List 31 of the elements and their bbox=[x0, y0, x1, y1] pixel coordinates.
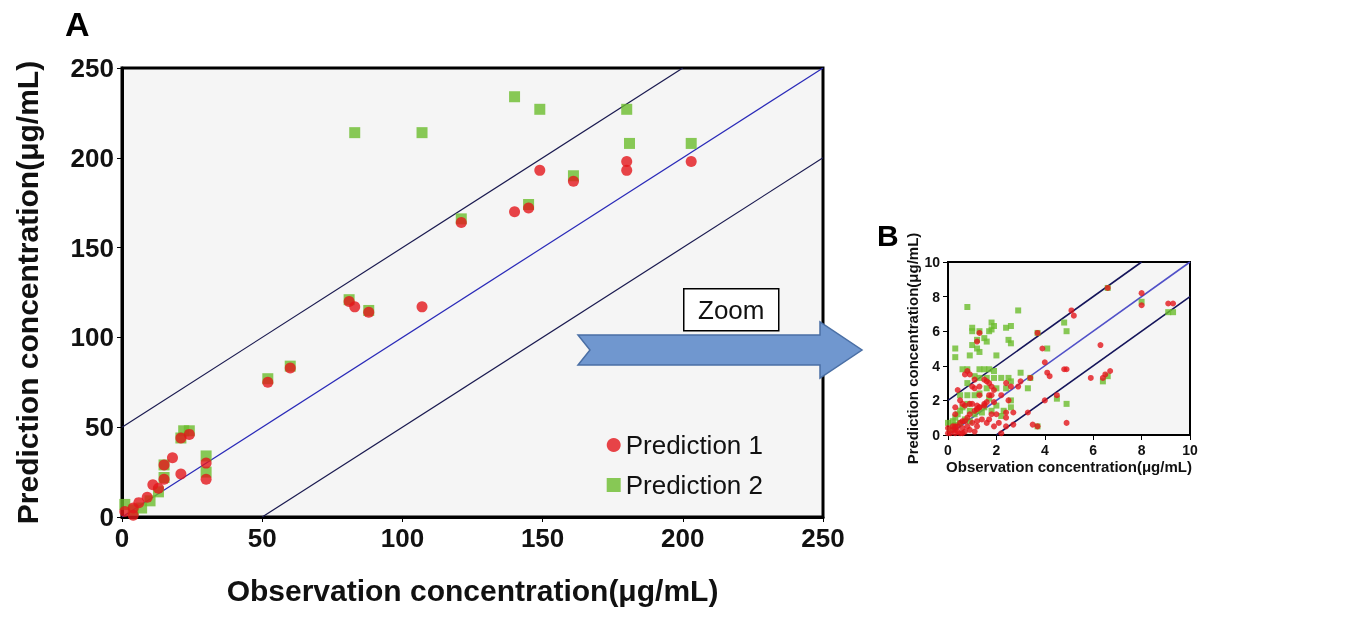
y-tick-label: 150 bbox=[70, 232, 114, 263]
y-tick-label: 10 bbox=[924, 254, 941, 270]
y-tick-label: 2 bbox=[932, 392, 941, 409]
x-tick-label: 0 bbox=[944, 442, 953, 458]
x-tick-label: 250 bbox=[801, 523, 845, 553]
legend-label: Prediction 1 bbox=[625, 430, 764, 460]
x-tick-label: 150 bbox=[520, 523, 565, 553]
x-axis-title: Observation concentration(μg/mL) bbox=[946, 458, 1192, 475]
x-tick-label: 6 bbox=[1089, 442, 1098, 458]
x-axis-title: Observation concentration(μg/mL) bbox=[226, 573, 719, 607]
y-axis-title: Prediction concentration(μg/mL) bbox=[904, 232, 921, 465]
chart-title: A bbox=[65, 5, 90, 43]
chart-title: B bbox=[877, 218, 899, 252]
y-axis-title: Prediction concentration(μg/mL) bbox=[10, 60, 44, 525]
y-tick-label: 6 bbox=[932, 323, 941, 340]
y-tick-label: 250 bbox=[70, 53, 114, 83]
x-tick-label: 10 bbox=[1182, 442, 1198, 458]
x-tick-label: 100 bbox=[380, 523, 425, 553]
y-tick-label: 0 bbox=[99, 502, 114, 532]
y-tick-label: 8 bbox=[932, 288, 941, 305]
y-tick-label: 0 bbox=[932, 427, 941, 443]
y-tick-label: 100 bbox=[70, 322, 114, 353]
x-tick-label: 2 bbox=[992, 442, 1001, 458]
x-tick-label: 8 bbox=[1137, 442, 1146, 458]
x-tick-label: 4 bbox=[1040, 442, 1049, 458]
x-tick-label: 200 bbox=[661, 523, 705, 553]
legend-label: Prediction 2 bbox=[625, 470, 764, 500]
y-tick-label: 200 bbox=[70, 142, 114, 173]
x-tick-label: 50 bbox=[247, 523, 277, 553]
y-tick-label: 4 bbox=[932, 357, 941, 374]
annotation: Zoom bbox=[698, 294, 765, 325]
